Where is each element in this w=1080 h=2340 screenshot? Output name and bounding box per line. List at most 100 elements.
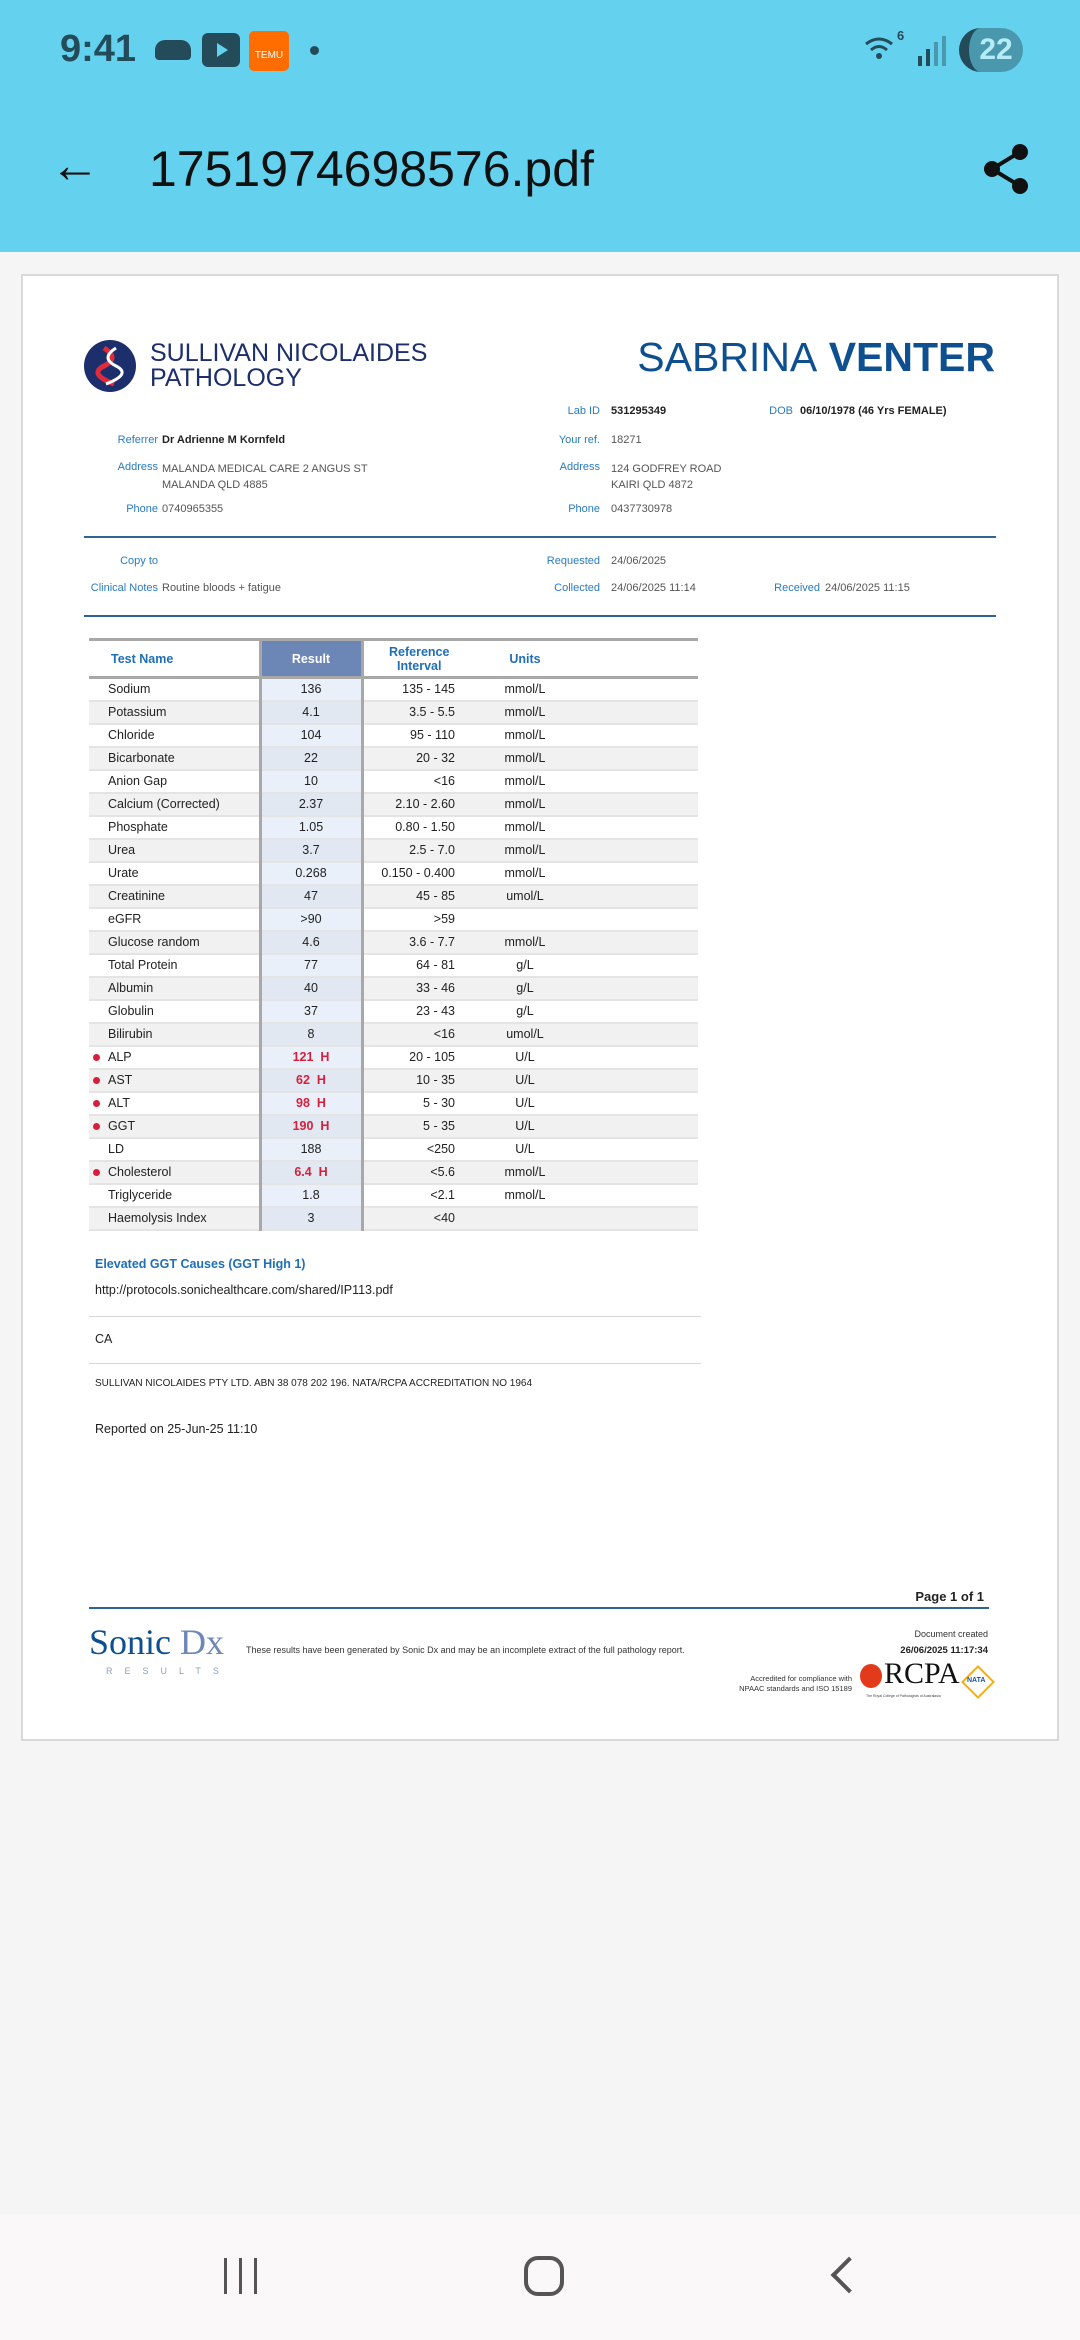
test-name-cell: Phosphate	[89, 815, 260, 840]
units: mmol/L	[475, 838, 575, 863]
table-row: Calcium (Corrected) 2.37 2.10 - 2.60 mmol/L	[89, 792, 698, 817]
result-value: 3.7	[302, 843, 320, 857]
test-name-cell: Calcium (Corrected)	[89, 792, 260, 817]
result-cell: 22	[258, 746, 364, 771]
blank-cell	[575, 677, 698, 702]
copy-to-label: Copy to	[120, 555, 158, 567]
reference-interval: <40	[362, 1206, 475, 1231]
doc-created-label: Document created	[914, 1629, 988, 1639]
result-cell: 4.1	[258, 700, 364, 725]
comment-title: Elevated GGT Causes (GGT High 1)	[95, 1257, 306, 1271]
requested-label: Requested	[546, 555, 600, 567]
navigation-bar	[0, 2214, 1080, 2340]
test-name: Anion Gap	[108, 774, 168, 788]
result-value: 10	[304, 774, 318, 788]
dob-label: DOB	[769, 405, 793, 417]
test-name: LD	[108, 1142, 124, 1156]
units: mmol/L	[475, 1183, 575, 1208]
clinical-notes-value: Routine bloods + fatigue	[162, 582, 281, 594]
result-cell: 37	[258, 999, 364, 1024]
accredited-text: Accredited for compliance with NPAAC stan…	[730, 1674, 852, 1694]
test-name: Bilirubin	[108, 1027, 153, 1041]
lab-id-value: 531295349	[611, 405, 667, 417]
result-value: 2.37	[298, 797, 324, 811]
units: umol/L	[475, 884, 575, 909]
share-icon[interactable]	[980, 142, 1035, 197]
file-title: 1751974698576.pdf	[149, 141, 594, 197]
divider	[89, 1316, 701, 1317]
test-name: AST	[108, 1073, 133, 1087]
result-value: 37	[304, 1004, 318, 1018]
header-result: Result	[258, 638, 364, 679]
reference-interval: <2.1	[362, 1183, 475, 1208]
dx-label: Dx	[180, 1622, 225, 1662]
units: mmol/L	[475, 1160, 575, 1185]
referrer-address: MALANDA MEDICAL CARE 2 ANGUS ST MALANDA Q…	[162, 461, 368, 493]
reference-interval: 20 - 105	[362, 1045, 475, 1070]
test-name-cell: Triglyceride	[89, 1183, 260, 1208]
patient-phone-label: Phone	[568, 503, 600, 515]
header-units: Units	[475, 638, 575, 679]
result-value: 1.05	[298, 820, 324, 834]
abnormal-dot-icon	[93, 1100, 100, 1108]
reference-interval: <5.6	[362, 1160, 475, 1185]
result-value: 1.8	[302, 1188, 320, 1202]
home-icon[interactable]	[524, 2256, 564, 2296]
blank-cell	[575, 1114, 698, 1139]
result-value: 4.6	[302, 935, 320, 949]
result-cell: 136	[258, 677, 364, 702]
temu-label: TEMU	[254, 50, 284, 61]
your-ref-value: 18271	[611, 434, 642, 446]
reference-interval: 5 - 35	[362, 1114, 475, 1139]
units	[475, 907, 575, 932]
referrer-phone: 0740965355	[162, 503, 224, 515]
test-name: ALT	[108, 1096, 130, 1110]
reference-interval: 0.150 - 0.400	[362, 861, 475, 886]
divider	[89, 1363, 701, 1364]
table-row: Urate 0.268 0.150 - 0.400 mmol/L	[89, 861, 698, 886]
reference-interval: 20 - 32	[362, 746, 475, 771]
table-row: Bicarbonate 22 20 - 32 mmol/L	[89, 746, 698, 771]
test-name: Sodium	[108, 682, 151, 697]
test-name-cell: Sodium	[89, 677, 260, 702]
divider	[84, 536, 996, 538]
back-button[interactable]: ←	[50, 137, 100, 193]
result-value: 40	[304, 981, 318, 995]
test-name-cell: Bilirubin	[89, 1022, 260, 1047]
blank-cell	[575, 1160, 698, 1185]
result-cell: 2.37	[258, 792, 364, 817]
result-value: 190	[292, 1119, 314, 1133]
patient-address-line1: 124 GODFREY ROAD	[611, 463, 722, 475]
doc-created-value: 26/06/2025 11:17:34	[900, 1645, 988, 1656]
referrer-address-line2: MALANDA QLD 4885	[162, 479, 268, 491]
units: U/L	[475, 1091, 575, 1116]
reference-interval: 135 - 145	[362, 677, 475, 702]
results-table: Test Name Result Reference Interval Unit…	[89, 638, 698, 1231]
reference-interval: 3.5 - 5.5	[362, 700, 475, 725]
rcpa-subtext: The Royal College of Pathologists of Aus…	[866, 1694, 941, 1698]
result-cell: 8	[258, 1022, 364, 1047]
blank-cell	[575, 884, 698, 909]
result-cell: 3	[258, 1206, 364, 1231]
blank-cell	[575, 1206, 698, 1231]
test-name-cell: Bicarbonate	[89, 746, 260, 771]
table-row: eGFR >90 >59	[89, 907, 698, 932]
abnormal-dot-icon	[93, 1077, 100, 1085]
table-row: Triglyceride 1.8 <2.1 mmol/L	[89, 1183, 698, 1208]
result-cell: >90	[258, 907, 364, 932]
units: mmol/L	[475, 815, 575, 840]
units: U/L	[475, 1114, 575, 1139]
test-name-cell: AST	[89, 1068, 260, 1093]
comment-link[interactable]: http://protocols.sonichealthcare.com/sha…	[95, 1283, 393, 1297]
blank-cell	[575, 930, 698, 955]
units: mmol/L	[475, 677, 575, 702]
accredited-line1: Accredited for compliance with	[750, 1674, 852, 1683]
test-name-cell: Urate	[89, 861, 260, 886]
units: U/L	[475, 1045, 575, 1070]
accreditation-text: SULLIVAN NICOLAIDES PTY LTD. ABN 38 078 …	[95, 1378, 533, 1389]
blank-cell	[575, 1183, 698, 1208]
lab-name: SULLIVAN NICOLAIDES PATHOLOGY	[150, 341, 427, 391]
recent-apps-icon[interactable]	[222, 2258, 262, 2294]
blank-cell	[575, 1045, 698, 1070]
